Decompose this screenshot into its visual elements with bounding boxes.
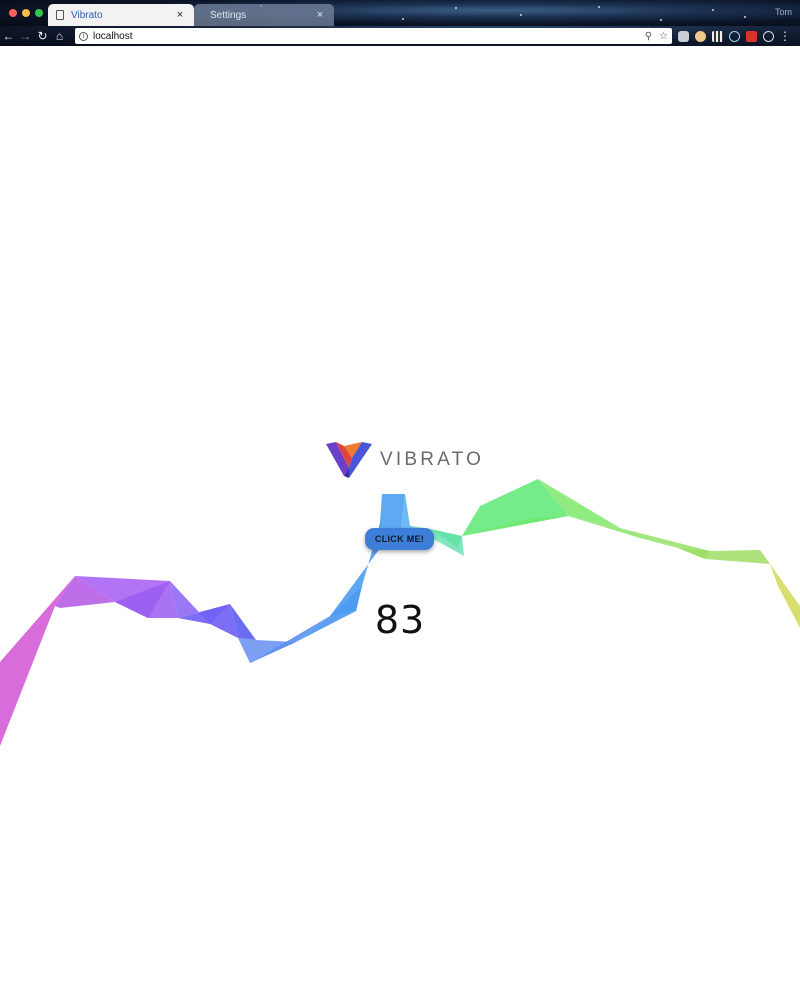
vibrato-v-logo-icon xyxy=(326,442,372,478)
document-icon xyxy=(56,10,64,20)
click-me-button[interactable]: CLICK ME! xyxy=(365,528,434,550)
info-icon[interactable]: i xyxy=(79,31,88,41)
extensions-bar: ⋮ xyxy=(678,26,791,46)
qr-code-icon[interactable] xyxy=(712,30,723,42)
pocket-icon[interactable] xyxy=(678,30,689,42)
wave-segment xyxy=(678,548,770,564)
zoom-icon[interactable]: ⚲ xyxy=(644,30,653,42)
profile-button[interactable]: Tom xyxy=(774,7,792,17)
wave-visualization xyxy=(0,479,800,746)
reload-icon[interactable]: ↻ xyxy=(37,29,48,43)
tab-label: Settings xyxy=(210,9,247,21)
wave-segment xyxy=(250,616,330,663)
browser-toolbar: ← → ↻ ⌂ i localhost ⚲ ☆ ⋮ xyxy=(0,26,800,46)
wave-segment xyxy=(538,479,620,528)
wave-segment xyxy=(0,576,75,746)
cookie-icon[interactable] xyxy=(695,30,706,42)
wave-segment xyxy=(238,638,296,663)
wave-segment xyxy=(330,516,382,616)
redux-devtools-icon[interactable] xyxy=(763,30,774,42)
wave-segment xyxy=(115,581,178,618)
opera-badge-icon[interactable] xyxy=(746,30,757,42)
tab-vibrato[interactable]: Vibrato × xyxy=(48,4,194,26)
wave-segment xyxy=(462,516,568,536)
wave-segment xyxy=(178,604,238,638)
window-close-button[interactable] xyxy=(9,9,17,17)
home-icon[interactable]: ⌂ xyxy=(55,29,64,43)
window-maximize-button[interactable] xyxy=(35,9,43,17)
url-text[interactable]: localhost xyxy=(93,30,133,42)
window-minimize-button[interactable] xyxy=(22,9,30,17)
wave-segment xyxy=(568,516,678,548)
click-counter: 83 xyxy=(374,598,426,642)
wave-segment xyxy=(462,479,568,536)
react-devtools-icon[interactable] xyxy=(729,30,740,42)
vibrato-logo: VIBRATO xyxy=(326,442,484,478)
tab-strip: Vibrato × Settings × Tom xyxy=(0,0,800,26)
tab-label: Vibrato xyxy=(71,9,103,21)
back-arrow-icon[interactable]: ← xyxy=(2,29,15,43)
wave-segment xyxy=(760,550,800,628)
wave-segment xyxy=(400,494,430,536)
wave-segment xyxy=(55,576,115,608)
logo-wordmark: VIBRATO xyxy=(380,449,485,470)
close-tab-icon[interactable]: × xyxy=(316,9,324,21)
wave-segment xyxy=(430,529,462,548)
menu-kebab-icon[interactable]: ⋮ xyxy=(779,29,791,43)
tab-settings[interactable]: Settings × xyxy=(194,4,334,26)
wave-segment xyxy=(230,604,256,640)
address-bar[interactable]: i localhost ⚲ ☆ xyxy=(75,28,672,44)
page-content: VIBRATO CLICK ME! 83 xyxy=(0,46,800,987)
bookmark-star-icon[interactable]: ☆ xyxy=(659,30,668,42)
wave-segment xyxy=(296,586,362,642)
close-tab-icon[interactable]: × xyxy=(176,9,184,21)
forward-arrow-icon[interactable]: → xyxy=(19,29,32,43)
